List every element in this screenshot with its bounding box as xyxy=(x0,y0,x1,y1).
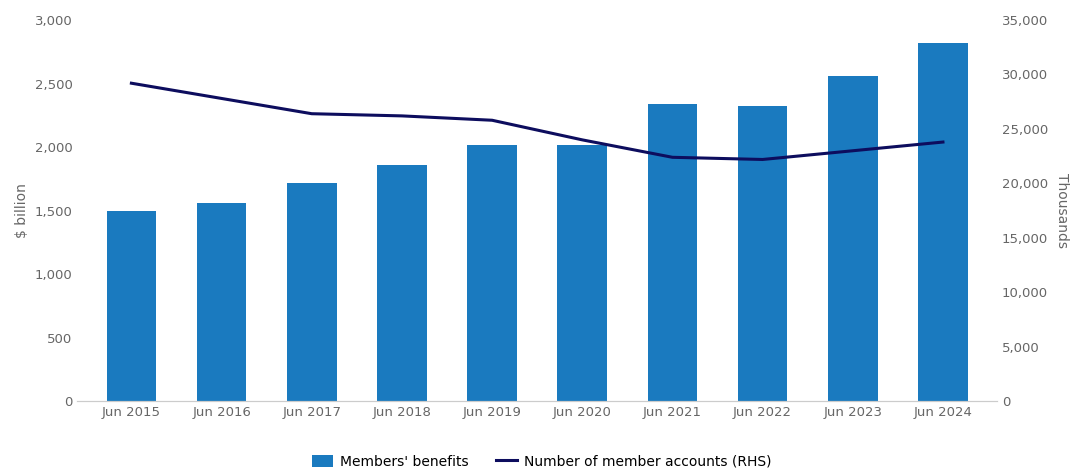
Bar xyxy=(647,104,697,401)
Number of member accounts (RHS) xyxy=(757,157,770,162)
Number of member accounts (RHS) xyxy=(396,113,409,119)
Number of member accounts (RHS) xyxy=(215,96,228,101)
Legend: Members' benefits, Number of member accounts (RHS): Members' benefits, Number of member acco… xyxy=(307,449,777,472)
Bar xyxy=(197,203,246,401)
Bar xyxy=(377,165,427,401)
Number of member accounts (RHS) xyxy=(306,111,319,117)
Y-axis label: $ billion: $ billion xyxy=(15,183,29,238)
Bar xyxy=(918,43,968,401)
Y-axis label: Thousands: Thousands xyxy=(1055,173,1069,248)
Bar xyxy=(738,107,787,401)
Bar xyxy=(287,183,336,401)
Number of member accounts (RHS) xyxy=(576,137,589,143)
Number of member accounts (RHS) xyxy=(125,80,138,86)
Line: Number of member accounts (RHS): Number of member accounts (RHS) xyxy=(131,83,943,160)
Bar xyxy=(557,144,607,401)
Bar xyxy=(467,144,517,401)
Number of member accounts (RHS) xyxy=(486,118,499,123)
Number of member accounts (RHS) xyxy=(847,148,860,153)
Bar xyxy=(828,76,878,401)
Number of member accounts (RHS) xyxy=(937,139,950,145)
Number of member accounts (RHS) xyxy=(666,154,679,160)
Bar xyxy=(106,211,156,401)
